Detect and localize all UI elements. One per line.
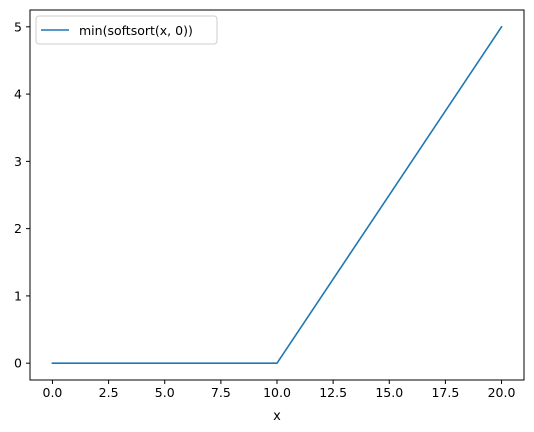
x-axis-label: x [273,409,281,424]
y-tick-label: 1 [14,288,22,303]
series-layer [51,25,503,364]
x-tick-label: 17.5 [431,385,459,400]
x-tick-label: 0.0 [43,385,63,400]
x-tick-label: 2.5 [99,385,119,400]
ticks-layer: 0.0 2.5 5.0 7.5 10.0 12.5 15.0 17.5 20.0 0 1 2 3 4 5 [14,19,515,400]
y-tick-label: 5 [14,19,22,34]
x-tick-label: 7.5 [211,385,231,400]
plot-frame [29,9,525,381]
legend: min(softsort(x, 0)) [35,15,218,45]
legend-box [35,15,218,45]
y-tick-label: 3 [14,154,22,169]
x-tick-label: 5.0 [155,385,175,400]
legend-label: min(softsort(x, 0)) [79,23,193,38]
series-line [51,25,503,364]
y-tick-label: 0 [14,356,22,371]
x-tick-label: 20.0 [488,385,516,400]
y-tick-label: 2 [14,221,22,236]
x-tick-label: 15.0 [375,385,403,400]
plot-area [30,10,524,380]
y-tick-label: 4 [14,87,22,102]
x-tick-label: 12.5 [319,385,347,400]
x-tick-label: 10.0 [263,385,291,400]
